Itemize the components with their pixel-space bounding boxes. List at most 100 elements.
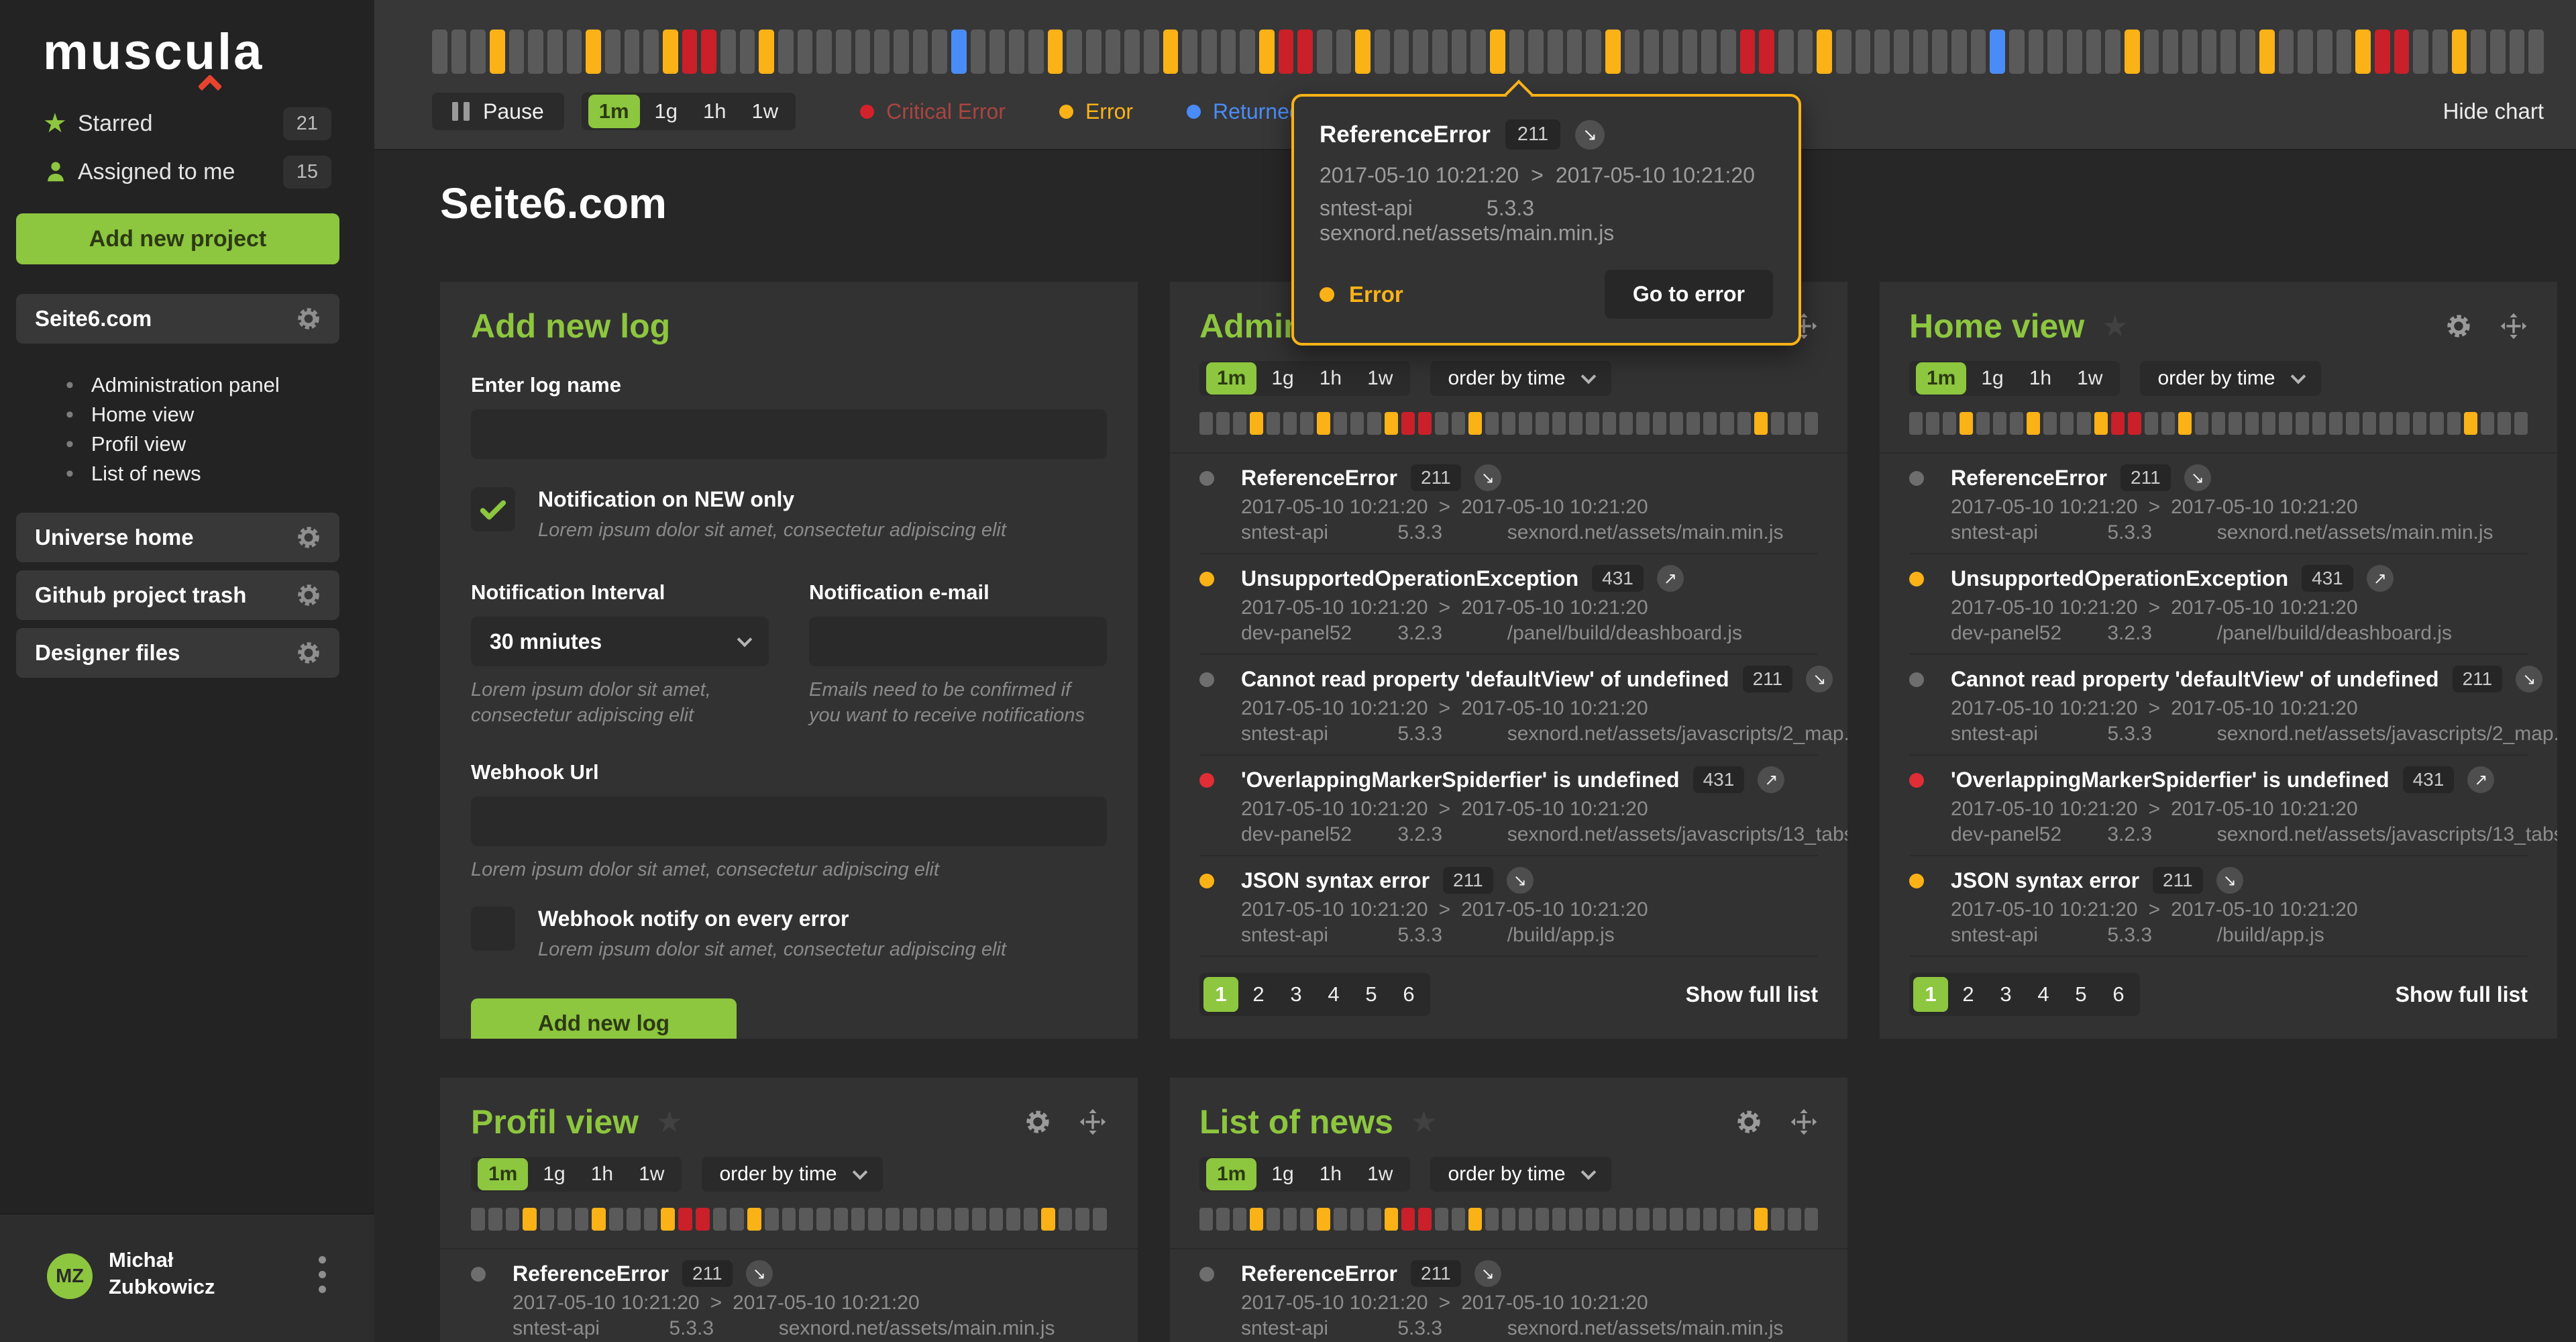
timeline-bar[interactable]: [1485, 412, 1499, 435]
go-to-error-button[interactable]: Go to error: [1604, 270, 1773, 319]
timeline-bar[interactable]: [1040, 1208, 1055, 1231]
timeline-bar[interactable]: [1267, 412, 1281, 435]
timeline-bar[interactable]: [1703, 1208, 1717, 1231]
timeline-bar[interactable]: [2094, 412, 2108, 435]
timeline-bar[interactable]: [1283, 1208, 1297, 1231]
timeline-bar[interactable]: [2178, 412, 2192, 435]
timeline-bar[interactable]: [1603, 1208, 1617, 1231]
timeline-bar[interactable]: [1619, 412, 1633, 435]
timeline-bar[interactable]: [2298, 30, 2313, 74]
timeline-bar[interactable]: [1586, 1208, 1600, 1231]
sidebar-log-item[interactable]: • Profil view: [66, 429, 280, 459]
move-icon[interactable]: [1079, 1108, 1107, 1136]
time-filter-button[interactable]: 1g: [654, 99, 678, 123]
timeline-bar[interactable]: [1619, 1208, 1633, 1231]
timeline-bar[interactable]: [1737, 1208, 1751, 1231]
error-list-item[interactable]: 'OverlappingMarkerSpiderfier' is undefin…: [1199, 756, 1847, 856]
timeline-bar[interactable]: [1670, 1208, 1684, 1231]
timeline-bar[interactable]: [661, 1208, 675, 1231]
timeline-bar[interactable]: [739, 30, 755, 74]
timeline-bar[interactable]: [508, 30, 525, 74]
timeline-bar[interactable]: [2194, 412, 2208, 435]
timeline-bar[interactable]: [2027, 412, 2041, 435]
timeline-bar[interactable]: [1216, 1208, 1230, 1231]
timeline-bar[interactable]: [1468, 412, 1482, 435]
gear-icon[interactable]: [1736, 1109, 1762, 1135]
error-list-item[interactable]: ReferenceError 211 ↘ 2017-05-10 10:21:20…: [1199, 454, 1818, 554]
timeline-bar[interactable]: [2336, 30, 2352, 74]
timeline-bar[interactable]: [1737, 412, 1751, 435]
timeline-bar[interactable]: [1367, 1208, 1381, 1231]
trend-arrow-icon[interactable]: ↗: [2467, 766, 2495, 793]
timeline-bar[interactable]: [874, 30, 890, 74]
trend-arrow-icon[interactable]: ↘: [2216, 867, 2243, 894]
error-list-item[interactable]: 'OverlappingMarkerSpiderfier' is undefin…: [1909, 756, 2557, 856]
timeline-bar[interactable]: [1233, 1208, 1247, 1231]
timeline-bar[interactable]: [1636, 1208, 1650, 1231]
timeline-bar[interactable]: [2211, 412, 2225, 435]
timeline-bar[interactable]: [955, 1208, 969, 1231]
timeline-bar[interactable]: [2329, 412, 2343, 435]
trend-arrow-icon[interactable]: ↘: [1474, 464, 1501, 491]
timeline-bar[interactable]: [663, 30, 678, 74]
timeline-bar[interactable]: [1240, 30, 1255, 74]
timeline-bar[interactable]: [2394, 30, 2410, 74]
timeline-bar[interactable]: [1569, 1208, 1583, 1231]
timeline-bar[interactable]: [2296, 412, 2310, 435]
timeline-bar[interactable]: [1355, 30, 1371, 74]
timeline-bar[interactable]: [1401, 412, 1415, 435]
timeline-bar[interactable]: [2028, 30, 2044, 74]
timeline-bar[interactable]: [712, 1208, 727, 1231]
timeline-bar[interactable]: [1432, 30, 1448, 74]
timeline-bar[interactable]: [605, 30, 621, 74]
timeline-bar[interactable]: [2432, 30, 2448, 74]
error-list-item[interactable]: JSON syntax error 211 ↘ 2017-05-10 10:21…: [1909, 856, 2528, 957]
timeline-bar[interactable]: [1817, 30, 1833, 74]
timeline-bar[interactable]: [1770, 1208, 1784, 1231]
timeline-bar[interactable]: [1468, 1208, 1482, 1231]
timeline-bar[interactable]: [643, 30, 659, 74]
add-new-log-button[interactable]: Add new log: [471, 998, 737, 1039]
timeline-bar[interactable]: [2261, 412, 2276, 435]
order-by-select[interactable]: order by time: [2140, 361, 2321, 396]
time-filter-button[interactable]: 1g: [543, 1163, 566, 1185]
timeline-bar[interactable]: [759, 30, 775, 74]
timeline-bar[interactable]: [1552, 412, 1566, 435]
timeline-bar[interactable]: [1434, 1208, 1448, 1231]
timeline-bar[interactable]: [1778, 30, 1794, 74]
timeline-bar[interactable]: [2144, 412, 2158, 435]
timeline-bar[interactable]: [2067, 30, 2082, 74]
timeline-bar[interactable]: [1836, 30, 1851, 74]
timeline-bar[interactable]: [1350, 412, 1364, 435]
timeline-bar[interactable]: [2463, 412, 2477, 435]
timeline-bar[interactable]: [643, 1208, 658, 1231]
trend-arrow-icon[interactable]: ↘: [2516, 666, 2543, 692]
show-full-list-link[interactable]: Show full list: [2395, 982, 2528, 1007]
time-filter-button[interactable]: 1h: [1319, 367, 1342, 389]
notify-new-checkbox[interactable]: [471, 487, 515, 531]
timeline-bar[interactable]: [1047, 30, 1063, 74]
timeline-bar[interactable]: [2413, 30, 2428, 74]
timeline-bar[interactable]: [851, 1208, 865, 1231]
timeline-bar[interactable]: [1413, 30, 1428, 74]
timeline-bar[interactable]: [2379, 412, 2394, 435]
timeline-bar[interactable]: [2125, 30, 2140, 74]
gear-icon[interactable]: [297, 525, 321, 550]
timeline-bar[interactable]: [1566, 30, 1582, 74]
timeline-bar[interactable]: [1384, 1208, 1398, 1231]
timeline-bar[interactable]: [932, 30, 948, 74]
timeline-bar[interactable]: [1201, 30, 1217, 74]
timeline-bar[interactable]: [1586, 412, 1600, 435]
pagination-page[interactable]: 2: [1252, 982, 1265, 1006]
timeline-bar[interactable]: [855, 30, 871, 74]
error-list-item[interactable]: Cannot read property 'defaultView' of un…: [1199, 655, 1847, 756]
timeline-bar[interactable]: [1233, 412, 1247, 435]
interval-select[interactable]: 30 mniutes: [471, 617, 769, 666]
error-list-item[interactable]: UnsupportedOperationException 431 ↗ 2017…: [1909, 554, 2528, 655]
timeline-bar[interactable]: [1250, 1208, 1264, 1231]
timeline-bar[interactable]: [1586, 30, 1601, 74]
timeline-bar[interactable]: [885, 1208, 900, 1231]
timeline-bar[interactable]: [2161, 412, 2175, 435]
order-by-select[interactable]: order by time: [1430, 1157, 1611, 1192]
timeline-bar[interactable]: [2220, 30, 2237, 74]
